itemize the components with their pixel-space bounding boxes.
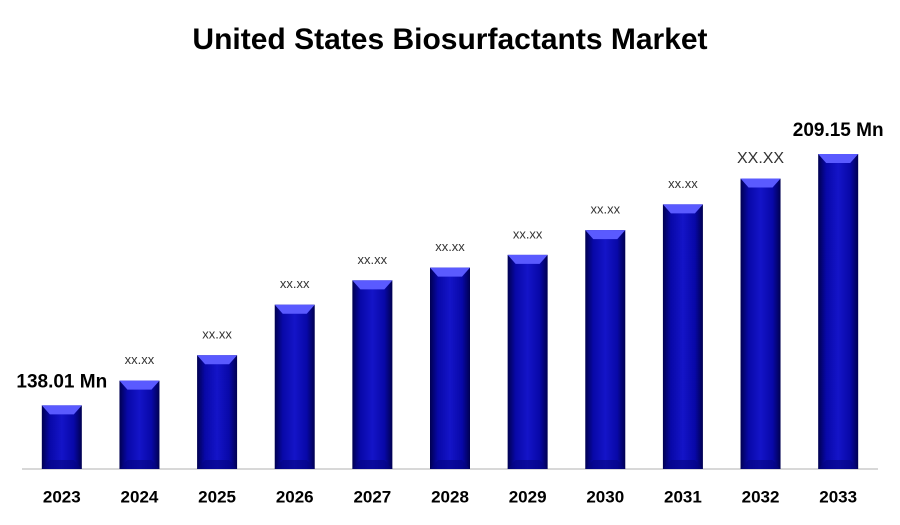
data-label: xx.xx xyxy=(668,176,698,191)
bar-cap xyxy=(585,230,626,240)
bar-foot xyxy=(585,460,626,469)
bar-foot xyxy=(662,460,703,469)
x-tick-label: 2023 xyxy=(43,487,81,506)
bar-foot xyxy=(352,460,393,469)
x-tick-label: 2025 xyxy=(198,487,236,506)
bar xyxy=(41,405,82,469)
bar xyxy=(430,267,470,469)
bar-foot xyxy=(197,460,238,469)
x-tick-label: 2032 xyxy=(742,487,780,506)
bar-foot xyxy=(430,460,470,469)
data-label: xx.xx xyxy=(590,202,620,217)
data-label: xx.xx xyxy=(280,276,310,291)
x-tick-label: 2031 xyxy=(664,487,702,506)
x-tick-label: 2028 xyxy=(431,487,469,506)
data-label: 209.15 Mn xyxy=(793,120,884,141)
bar xyxy=(740,178,781,469)
bar xyxy=(585,230,626,469)
x-tick-label: 2030 xyxy=(586,487,624,506)
bar-cap xyxy=(818,154,859,164)
data-label: XX.XX xyxy=(737,150,784,167)
data-label: 138.01 Mn xyxy=(16,371,107,392)
bar-cap xyxy=(119,380,160,390)
bar-cap xyxy=(740,178,781,188)
bar-cap xyxy=(41,405,82,415)
bar-foot xyxy=(507,460,548,469)
bar-foot xyxy=(119,460,160,469)
data-label: xx.xx xyxy=(358,252,388,267)
bar-foot xyxy=(274,460,315,469)
bar xyxy=(197,355,238,469)
data-label: xx.xx xyxy=(125,352,155,367)
data-label: xx.xx xyxy=(202,327,232,342)
bar-cap xyxy=(274,304,315,314)
x-tick-label: 2024 xyxy=(121,487,159,506)
bar-cap xyxy=(662,204,703,214)
bar-cap xyxy=(507,254,548,264)
data-label: xx.xx xyxy=(513,226,543,241)
bar-foot xyxy=(41,460,82,469)
bar xyxy=(352,280,393,469)
x-tick-label: 2027 xyxy=(353,487,391,506)
bar xyxy=(818,154,859,469)
bar xyxy=(662,204,703,469)
bar-foot xyxy=(740,460,781,469)
data-label: xx.xx xyxy=(435,239,465,254)
x-tick-label: 2029 xyxy=(509,487,547,506)
bar-cap xyxy=(430,267,470,277)
bar-cap xyxy=(352,280,393,290)
bar-foot xyxy=(818,460,859,469)
bar xyxy=(119,380,160,469)
x-tick-label: 2026 xyxy=(276,487,314,506)
bar xyxy=(274,304,315,469)
chart-title: United States Biosurfactants Market xyxy=(192,23,707,56)
bar-cap xyxy=(197,355,238,365)
bar xyxy=(507,254,548,469)
x-tick-label: 2033 xyxy=(819,487,857,506)
